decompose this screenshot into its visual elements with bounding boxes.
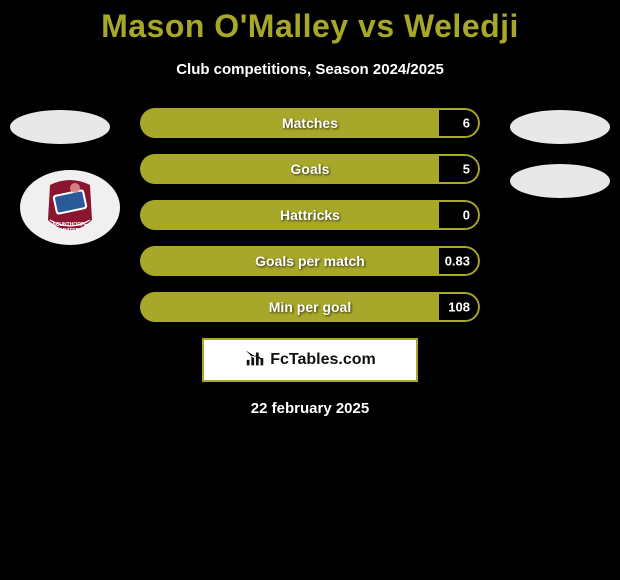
brand-box[interactable]: FcTables.com bbox=[202, 338, 418, 382]
stat-value-right: 6 bbox=[463, 116, 470, 131]
chart-icon bbox=[244, 347, 266, 374]
stat-label: Hattricks bbox=[280, 207, 340, 223]
player-right-avatar bbox=[510, 110, 610, 144]
stat-label: Goals per match bbox=[255, 253, 365, 269]
stat-value-right: 0 bbox=[463, 208, 470, 223]
stat-label: Matches bbox=[282, 115, 338, 131]
stat-row-min-per-goal: Min per goal 108 bbox=[140, 292, 480, 322]
player-right-avatar-2 bbox=[510, 164, 610, 198]
player-left-avatar bbox=[10, 110, 110, 144]
stat-fill-right bbox=[439, 108, 480, 138]
stat-bars: Matches 6 Goals 5 Hattricks 0 Goals per … bbox=[140, 108, 480, 322]
date-label: 22 february 2025 bbox=[0, 400, 620, 417]
comparison-content: SCUNTHORPE UNITED Matches 6 Goals 5 bbox=[0, 108, 620, 417]
svg-text:UNITED: UNITED bbox=[61, 228, 80, 234]
brand-label: FcTables.com bbox=[270, 351, 376, 369]
stat-fill-right bbox=[439, 154, 480, 184]
page-title: Mason O'Malley vs Weledji bbox=[0, 0, 620, 45]
stat-label: Goals bbox=[291, 161, 330, 177]
stat-value-right: 5 bbox=[463, 162, 470, 177]
stat-row-matches: Matches 6 bbox=[140, 108, 480, 138]
club-badge-left: SCUNTHORPE UNITED bbox=[20, 170, 120, 245]
stat-row-goals-per-match: Goals per match 0.83 bbox=[140, 246, 480, 276]
stat-row-hattricks: Hattricks 0 bbox=[140, 200, 480, 230]
page-subtitle: Club competitions, Season 2024/2025 bbox=[0, 61, 620, 78]
stat-fill-right bbox=[439, 200, 480, 230]
stat-row-goals: Goals 5 bbox=[140, 154, 480, 184]
stat-value-right: 0.83 bbox=[445, 254, 470, 269]
stat-value-right: 108 bbox=[448, 300, 470, 315]
stat-label: Min per goal bbox=[269, 299, 351, 315]
